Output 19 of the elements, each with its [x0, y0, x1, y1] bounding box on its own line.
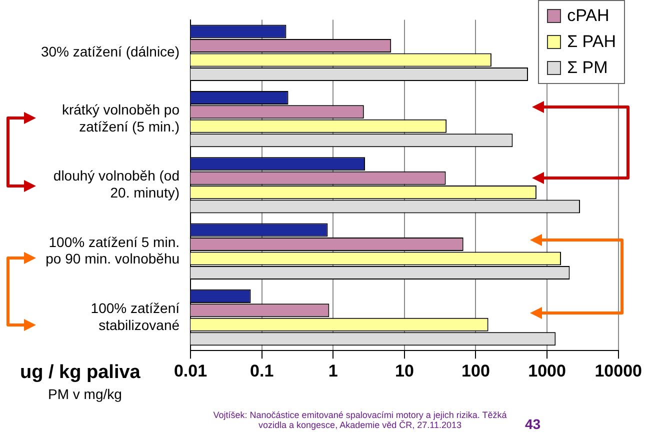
text: 43: [525, 416, 541, 432]
x-tick-label: 100: [462, 361, 490, 380]
legend-label: cPAH: [567, 5, 610, 27]
text: PM v mg/kg: [48, 386, 122, 402]
legend-label: Σ PM: [567, 57, 608, 79]
y-tick-label: 100% zatížení 5 min. po 90 min. volnoběhu: [46, 234, 180, 267]
x-tick-label: 10: [394, 361, 414, 380]
x-tick-label: 0.1: [250, 361, 274, 380]
x-tick-label: 1000: [528, 361, 566, 380]
x-axis-title: ug / kg paliva: [20, 362, 140, 384]
y-tick-label: 30% zatížení (dálnice): [40, 44, 180, 60]
x-tick-label: 1: [328, 361, 338, 380]
x-tick-label: 10000: [594, 361, 642, 380]
y-tick-label: krátký volnoběh po zatížení (5 min.): [62, 102, 180, 134]
y-tick-label: 100% zatížení stabilizované: [90, 300, 180, 333]
text: Vojtíšek: Nanočástice emitované spalovacími motory a jejich rizika. Těžká vozidla a kongesce, Akademie věd ČR, 27.11.2013: [212, 410, 508, 430]
legend-label: Σ PAH: [567, 31, 616, 53]
y-tick-label: dlouhý volnoběh (od 20. minuty): [53, 168, 180, 200]
x-tick-label: 0.01: [174, 361, 208, 380]
